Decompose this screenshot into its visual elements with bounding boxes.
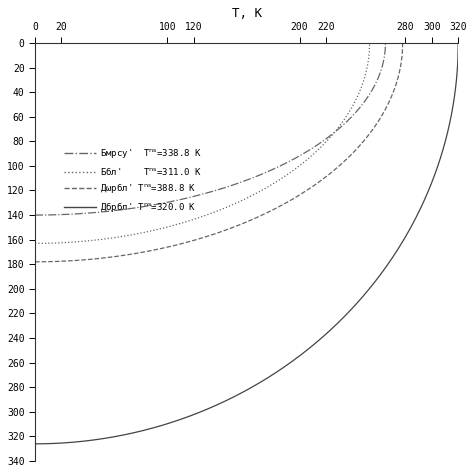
X-axis label: T, K: T, K xyxy=(232,7,262,20)
Legend: Бмрсу'  T$^{\mathrm{ns}}$=338.8 K, Ббл'    T$^{\mathrm{ns}}$=311.0 K, Дωрбл' T$^: Бмрсу' T$^{\mathrm{ns}}$=338.8 K, Ббл' T… xyxy=(61,144,206,218)
